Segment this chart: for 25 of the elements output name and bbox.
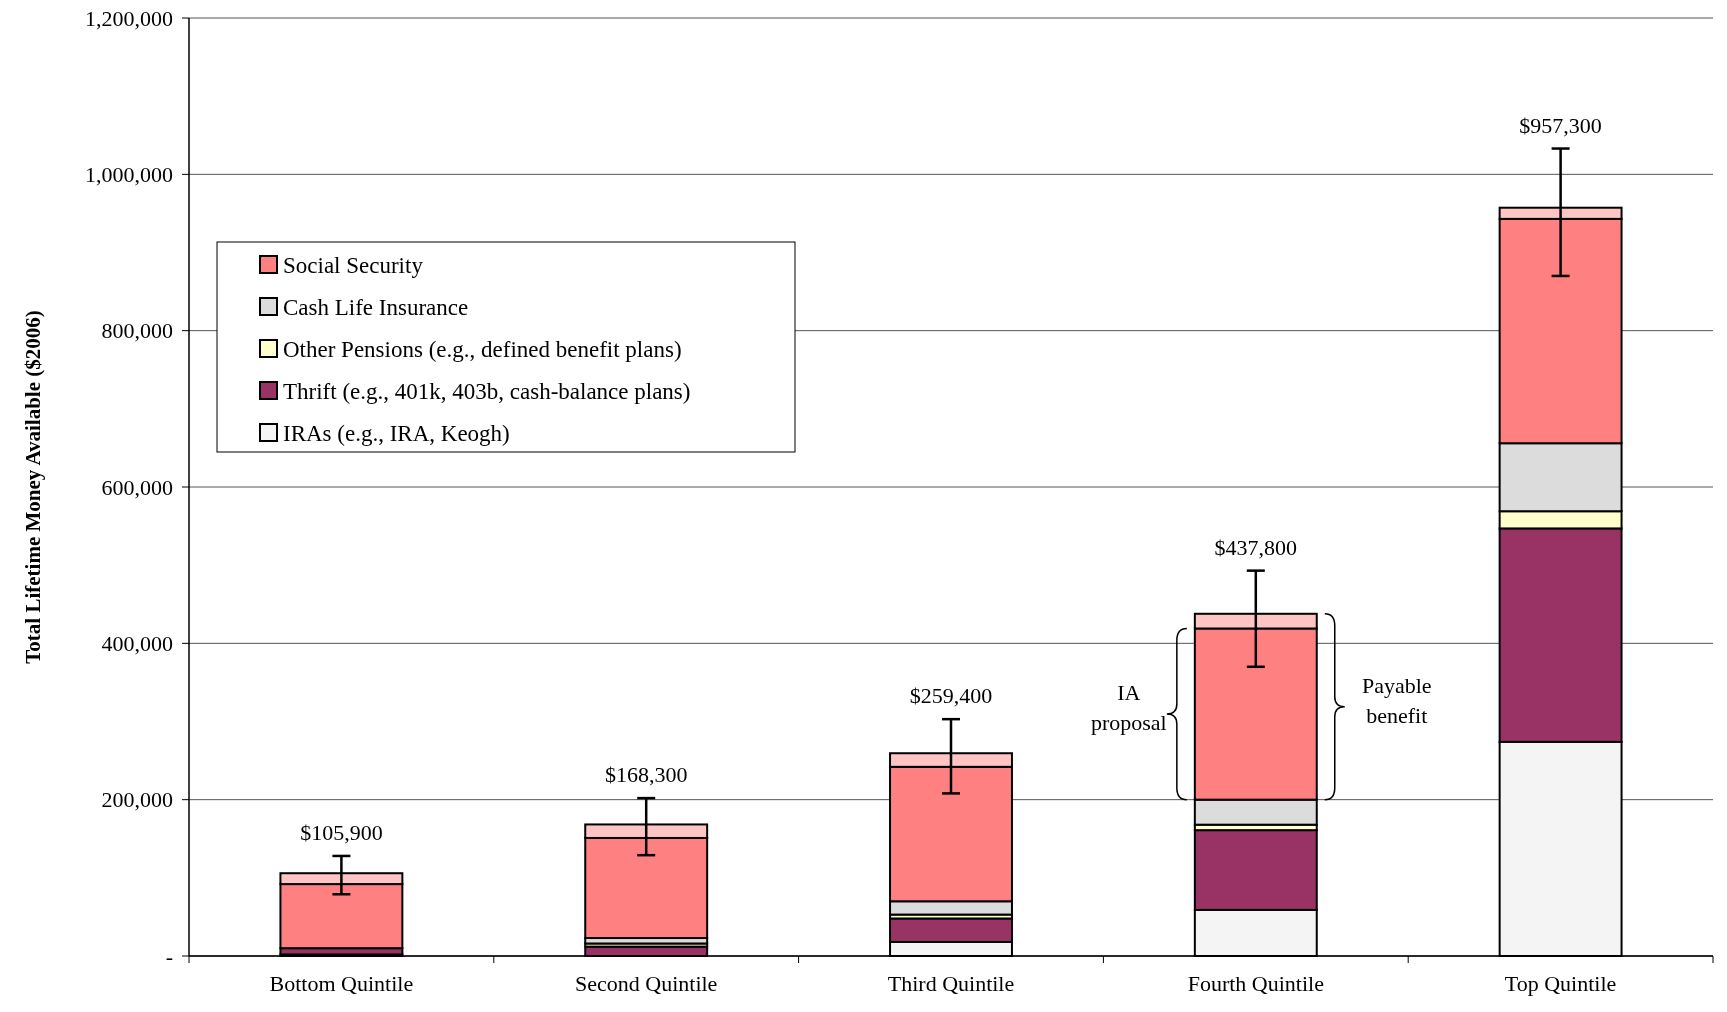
- legend-label: Cash Life Insurance: [283, 295, 469, 321]
- annotation: IA proposal: [1090, 680, 1167, 736]
- y-tick-label: 800,000: [101, 318, 173, 344]
- legend-label: Thrift (e.g., 401k, 403b, cash-balance plans): [283, 379, 691, 405]
- annotation: Payable benefit: [1361, 672, 1432, 728]
- y-tick-label: 600,000: [101, 474, 173, 500]
- total-label: $168,300: [604, 762, 688, 788]
- y-tick-label: -: [165, 943, 173, 969]
- total-label: $437,800: [1214, 534, 1298, 560]
- x-tick-label: Third Quintile: [887, 971, 1015, 996]
- y-tick-label: 1,000,000: [85, 162, 173, 188]
- legend-label: Other Pensions (e.g., defined benefit plans): [283, 337, 682, 363]
- total-label: $957,300: [1519, 112, 1602, 138]
- legend-label: Social Security: [283, 253, 424, 279]
- x-tick-label: Top Quintile: [1504, 971, 1617, 996]
- y-tick-label: 400,000: [101, 631, 173, 657]
- y-tick-label: 200,000: [101, 787, 173, 813]
- x-tick-label: Fourth Quintile: [1187, 971, 1324, 996]
- total-label: $105,900: [300, 819, 383, 845]
- x-tick-label: Second Quintile: [575, 971, 718, 996]
- y-axis-title: Total Lifetime Money Available ($2006): [21, 310, 45, 664]
- total-label: $259,400: [909, 683, 993, 709]
- y-tick-label: 1,200,000: [85, 5, 173, 31]
- legend-label: IRAs (e.g., IRA, Keogh): [283, 421, 510, 447]
- x-tick-label: Bottom Quintile: [269, 971, 414, 996]
